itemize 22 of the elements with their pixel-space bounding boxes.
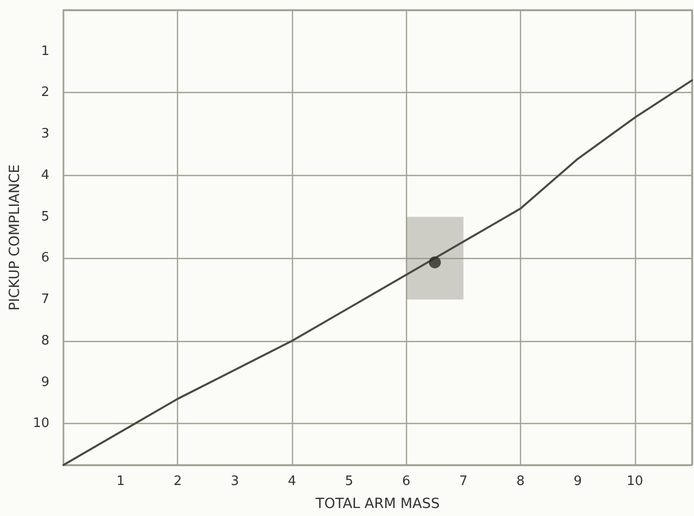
x-tick-label: 7: [459, 474, 468, 489]
y-tick-label: 7: [41, 292, 50, 308]
y-axis-title: PICKUP COMPLIANCE: [7, 164, 23, 311]
x-tick-label: 2: [174, 474, 182, 489]
y-tick-label: 5: [41, 209, 50, 224]
y-tick-label: 6: [41, 250, 50, 266]
x-axis-title: TOTAL ARM MASS: [314, 496, 440, 512]
y-tick-label: 4: [41, 168, 50, 183]
y-tick-label: 2: [41, 85, 50, 100]
x-tick-label: 8: [516, 474, 525, 489]
x-tick-label: 9: [574, 474, 582, 489]
y-tick-label: 3: [41, 126, 50, 142]
x-tick-label: 4: [288, 474, 296, 489]
x-tick-label: 1: [116, 474, 125, 489]
y-tick-label: 10: [32, 416, 50, 432]
y-tick-label: 8: [41, 333, 50, 348]
y-tick-label: 9: [41, 374, 50, 390]
x-tick-label: 3: [230, 474, 240, 489]
x-tick-label: 6: [402, 474, 410, 489]
x-tick-label: 10: [626, 474, 644, 489]
y-tick-label: 1: [41, 44, 50, 59]
x-tick-label: 5: [345, 474, 354, 489]
